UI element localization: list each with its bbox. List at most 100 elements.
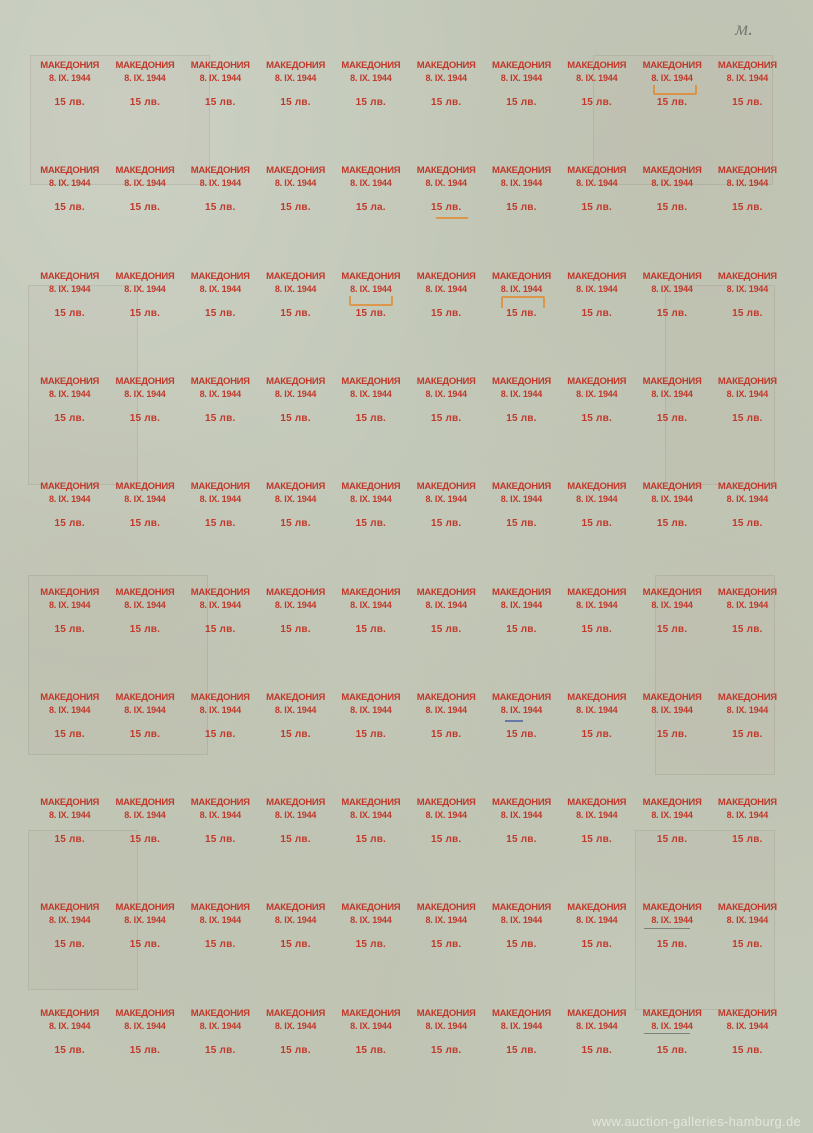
overprint-country: МАКЕДОНИЯ bbox=[116, 1008, 175, 1019]
overprint-country: МАКЕДОНИЯ bbox=[417, 1008, 476, 1019]
overprint-cell: МАКЕДОНИЯ8. IX. 194415 ла. bbox=[333, 163, 408, 268]
overprint-value: 15 лв. bbox=[54, 97, 84, 108]
overprint-date: 8. IX. 1944 bbox=[200, 705, 241, 715]
overprint-date: 8. IX. 1944 bbox=[727, 1021, 768, 1031]
overprint-value: 15 лв. bbox=[205, 518, 235, 529]
overprint-country: МАКЕДОНИЯ bbox=[417, 60, 476, 71]
overprint-date: 8. IX. 1944 bbox=[651, 284, 692, 294]
overprint-date: 8. IX. 1944 bbox=[200, 810, 241, 820]
overprint-cell: МАКЕДОНИЯ8. IX. 194415 лв. bbox=[559, 585, 634, 690]
overprint-country: МАКЕДОНИЯ bbox=[643, 902, 702, 913]
overprint-value: 15 лв. bbox=[431, 308, 461, 319]
overprint-value: 15 лв. bbox=[732, 1045, 762, 1056]
overprint-value: 15 лв. bbox=[280, 413, 310, 424]
overprint-date: 8. IX. 1944 bbox=[200, 600, 241, 610]
overprint-cell: МАКЕДОНИЯ8. IX. 194415 лв. bbox=[634, 690, 709, 795]
overprint-cell: МАКЕДОНИЯ8. IX. 194415 лв. bbox=[333, 585, 408, 690]
overprint-value: 15 лв. bbox=[732, 939, 762, 950]
overprint-date: 8. IX. 1944 bbox=[576, 73, 617, 83]
overprint-date: 8. IX. 1944 bbox=[727, 73, 768, 83]
overprint-cell: МАКЕДОНИЯ8. IX. 194415 лв. bbox=[183, 900, 258, 1005]
overprint-date: 8. IX. 1944 bbox=[576, 1021, 617, 1031]
overprint-cell: МАКЕДОНИЯ8. IX. 194415 лв. bbox=[559, 1006, 634, 1111]
overprint-country: МАКЕДОНИЯ bbox=[341, 797, 400, 808]
overprint-cell: МАКЕДОНИЯ8. IX. 194415 лв. bbox=[484, 479, 559, 584]
overprint-country: МАКЕДОНИЯ bbox=[643, 481, 702, 492]
overprint-country: МАКЕДОНИЯ bbox=[266, 376, 325, 387]
overprint-country: МАКЕДОНИЯ bbox=[191, 797, 250, 808]
overprint-date: 8. IX. 1944 bbox=[651, 705, 692, 715]
overprint-cell: МАКЕДОНИЯ8. IX. 194415 лв. bbox=[258, 900, 333, 1005]
overprint-country: МАКЕДОНИЯ bbox=[116, 692, 175, 703]
overprint-date: 8. IX. 1944 bbox=[727, 810, 768, 820]
overprint-country: МАКЕДОНИЯ bbox=[191, 271, 250, 282]
overprint-value: 15 лв. bbox=[582, 202, 612, 213]
overprint-date: 8. IX. 1944 bbox=[275, 1021, 316, 1031]
overprint-value: 15 лв. bbox=[356, 624, 386, 635]
overprint-value: 15 лв. bbox=[657, 413, 687, 424]
overprint-value: 15 лв. bbox=[54, 202, 84, 213]
overprint-value: 15 лв. bbox=[506, 202, 536, 213]
overprint-country: МАКЕДОНИЯ bbox=[718, 60, 777, 71]
overprint-value: 15 лв. bbox=[280, 97, 310, 108]
overprint-cell: МАКЕДОНИЯ8. IX. 194415 лв. bbox=[32, 795, 107, 900]
overprint-date: 8. IX. 1944 bbox=[275, 178, 316, 188]
overprint-date: 8. IX. 1944 bbox=[425, 389, 466, 399]
overprint-date: 8. IX. 1944 bbox=[501, 810, 542, 820]
overprint-cell: МАКЕДОНИЯ8. IX. 194415 лв. bbox=[710, 900, 785, 1005]
overprint-country: МАКЕДОНИЯ bbox=[341, 481, 400, 492]
overprint-cell: МАКЕДОНИЯ8. IX. 194415 лв. bbox=[634, 269, 709, 374]
overprint-cell: МАКЕДОНИЯ8. IX. 194415 лв. bbox=[559, 269, 634, 374]
overprint-value: 15 лв. bbox=[582, 1045, 612, 1056]
overprint-value: 15 лв. bbox=[356, 1045, 386, 1056]
overprint-cell: МАКЕДОНИЯ8. IX. 194415 лв. bbox=[409, 900, 484, 1005]
overprint-cell: МАКЕДОНИЯ8. IX. 194415 лв. bbox=[258, 479, 333, 584]
overprint-cell: МАКЕДОНИЯ8. IX. 194415 лв. bbox=[258, 585, 333, 690]
overprint-value: 15 лв. bbox=[130, 834, 160, 845]
overprint-country: МАКЕДОНИЯ bbox=[266, 271, 325, 282]
overprint-date: 8. IX. 1944 bbox=[275, 494, 316, 504]
overprint-date: 8. IX. 1944 bbox=[350, 705, 391, 715]
overprint-cell: МАКЕДОНИЯ8. IX. 194415 лв. bbox=[183, 269, 258, 374]
overprint-country: МАКЕДОНИЯ bbox=[643, 376, 702, 387]
overprint-date: 8. IX. 1944 bbox=[425, 178, 466, 188]
overprint-date: 8. IX. 1944 bbox=[124, 389, 165, 399]
overprint-cell: МАКЕДОНИЯ8. IX. 194415 лв. bbox=[183, 163, 258, 268]
overprint-cell: МАКЕДОНИЯ8. IX. 194415 лв. bbox=[484, 163, 559, 268]
overprint-date: 8. IX. 1944 bbox=[651, 178, 692, 188]
overprint-value: 15 лв. bbox=[130, 939, 160, 950]
overprint-country: МАКЕДОНИЯ bbox=[492, 692, 551, 703]
overprint-date: 8. IX. 1944 bbox=[350, 178, 391, 188]
overprint-value: 15 лв. bbox=[205, 729, 235, 740]
overprint-cell: МАКЕДОНИЯ8. IX. 194415 лв. bbox=[559, 690, 634, 795]
overprint-date: 8. IX. 1944 bbox=[200, 284, 241, 294]
overprint-date: 8. IX. 1944 bbox=[727, 284, 768, 294]
overprint-cell: МАКЕДОНИЯ8. IX. 194415 лв. bbox=[32, 690, 107, 795]
overprint-cell: МАКЕДОНИЯ8. IX. 194415 лв. bbox=[107, 690, 182, 795]
overprint-cell: МАКЕДОНИЯ8. IX. 194415 лв. bbox=[183, 58, 258, 163]
overprint-cell: МАКЕДОНИЯ8. IX. 194415 лв. bbox=[333, 900, 408, 1005]
overprint-date: 8. IX. 1944 bbox=[425, 1021, 466, 1031]
overprint-cell: МАКЕДОНИЯ8. IX. 194415 лв. bbox=[107, 900, 182, 1005]
overprint-cell: МАКЕДОНИЯ8. IX. 194415 лв. bbox=[107, 58, 182, 163]
overprint-country: МАКЕДОНИЯ bbox=[40, 271, 99, 282]
overprint-date: 8. IX. 1944 bbox=[49, 73, 90, 83]
overprint-value: 15 лв. bbox=[431, 939, 461, 950]
overprint-value: 15 лв. bbox=[657, 1045, 687, 1056]
overprint-country: МАКЕДОНИЯ bbox=[266, 692, 325, 703]
overprint-country: МАКЕДОНИЯ bbox=[417, 692, 476, 703]
overprint-value: 15 лв. bbox=[657, 518, 687, 529]
overprint-date: 8. IX. 1944 bbox=[576, 494, 617, 504]
overprint-date: 8. IX. 1944 bbox=[651, 1021, 692, 1031]
overprint-cell: МАКЕДОНИЯ8. IX. 194415 лв. bbox=[484, 795, 559, 900]
overprint-cell: МАКЕДОНИЯ8. IX. 194415 лв. bbox=[258, 269, 333, 374]
overprint-date: 8. IX. 1944 bbox=[49, 810, 90, 820]
overprint-country: МАКЕДОНИЯ bbox=[116, 902, 175, 913]
overprint-cell: МАКЕДОНИЯ8. IX. 194415 лв. bbox=[559, 163, 634, 268]
overprint-value: 15 лв. bbox=[657, 624, 687, 635]
overprint-country: МАКЕДОНИЯ bbox=[116, 587, 175, 598]
overprint-country: МАКЕДОНИЯ bbox=[266, 1008, 325, 1019]
overprint-value: 15 лв. bbox=[657, 939, 687, 950]
overprint-value: 15 лв. bbox=[356, 308, 386, 319]
overprint-country: МАКЕДОНИЯ bbox=[567, 481, 626, 492]
